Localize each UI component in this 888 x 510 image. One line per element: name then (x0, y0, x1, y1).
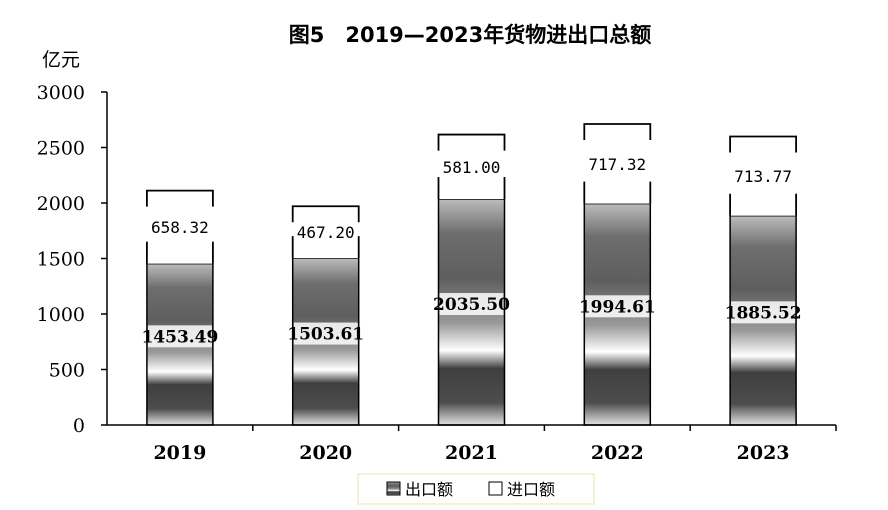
data-label-export-2021: 2035.50 (433, 295, 510, 315)
y-tick-label: 1500 (37, 249, 85, 271)
data-label-import-2021: 581.00 (443, 158, 501, 177)
bar-import-2021 (438, 134, 505, 200)
data-label-import-2020: 467.20 (297, 223, 355, 242)
bar-import-bracket-top (437, 133, 506, 151)
data-label-import-2022: 717.32 (588, 155, 646, 174)
bar-import-2019 (146, 190, 213, 264)
y-tick-label: 0 (73, 415, 85, 437)
legend: 出口额 进口额 (357, 473, 595, 505)
bar-import-bracket-top (145, 189, 214, 207)
data-label-import-2023: 713.77 (734, 167, 792, 186)
legend-label-import: 进口额 (507, 480, 555, 499)
data-label-export-2023: 1885.52 (725, 303, 802, 323)
y-tick-label: 500 (49, 360, 85, 382)
export-label-halo (585, 295, 650, 318)
bars-layer: 1453.49 658.32 1503.61 467.20 2035.50 581.00 1… (141, 123, 802, 426)
legend-swatch-export (386, 481, 401, 496)
legend-label-export: 出口额 (405, 480, 453, 499)
bar-import-2020 (292, 206, 359, 259)
bar-import-bracket-top (729, 135, 797, 153)
y-axis-ticks: 0 500 1000 1500 2000 2500 3000 (37, 82, 107, 437)
bar-import-bracket-top (583, 123, 652, 140)
data-label-export-2019: 1453.49 (141, 327, 218, 347)
chart-title: 图5 2019—2023年货物进出口总额 (289, 23, 652, 47)
y-tick-label: 2500 (37, 138, 85, 160)
export-label-halo (147, 325, 212, 348)
x-tick-label: 2023 (737, 442, 790, 464)
export-label-halo (293, 322, 358, 345)
data-label-export-2020: 1503.61 (287, 325, 364, 345)
x-tick-label: 2019 (153, 442, 206, 464)
y-tick-label: 3000 (37, 82, 85, 104)
y-unit-label: 亿元 (42, 49, 80, 71)
y-tick-label: 2000 (37, 193, 85, 215)
y-tick-label: 1000 (37, 304, 85, 326)
x-tick-label: 2020 (299, 442, 352, 464)
data-label-export-2022: 1994.61 (579, 297, 656, 317)
bar-import-bracket-top (291, 205, 360, 223)
bar-import-2022 (584, 123, 651, 204)
x-tick-label: 2021 (445, 442, 498, 464)
bar-import-2023 (730, 136, 797, 216)
x-tick-label: 2022 (591, 442, 644, 464)
export-label-halo (439, 293, 504, 316)
x-axis-ticks: 2019 2020 2021 2022 2023 (153, 425, 837, 464)
legend-swatch-import (488, 481, 503, 496)
export-label-halo (731, 301, 796, 324)
data-label-import-2019: 658.32 (151, 218, 209, 237)
